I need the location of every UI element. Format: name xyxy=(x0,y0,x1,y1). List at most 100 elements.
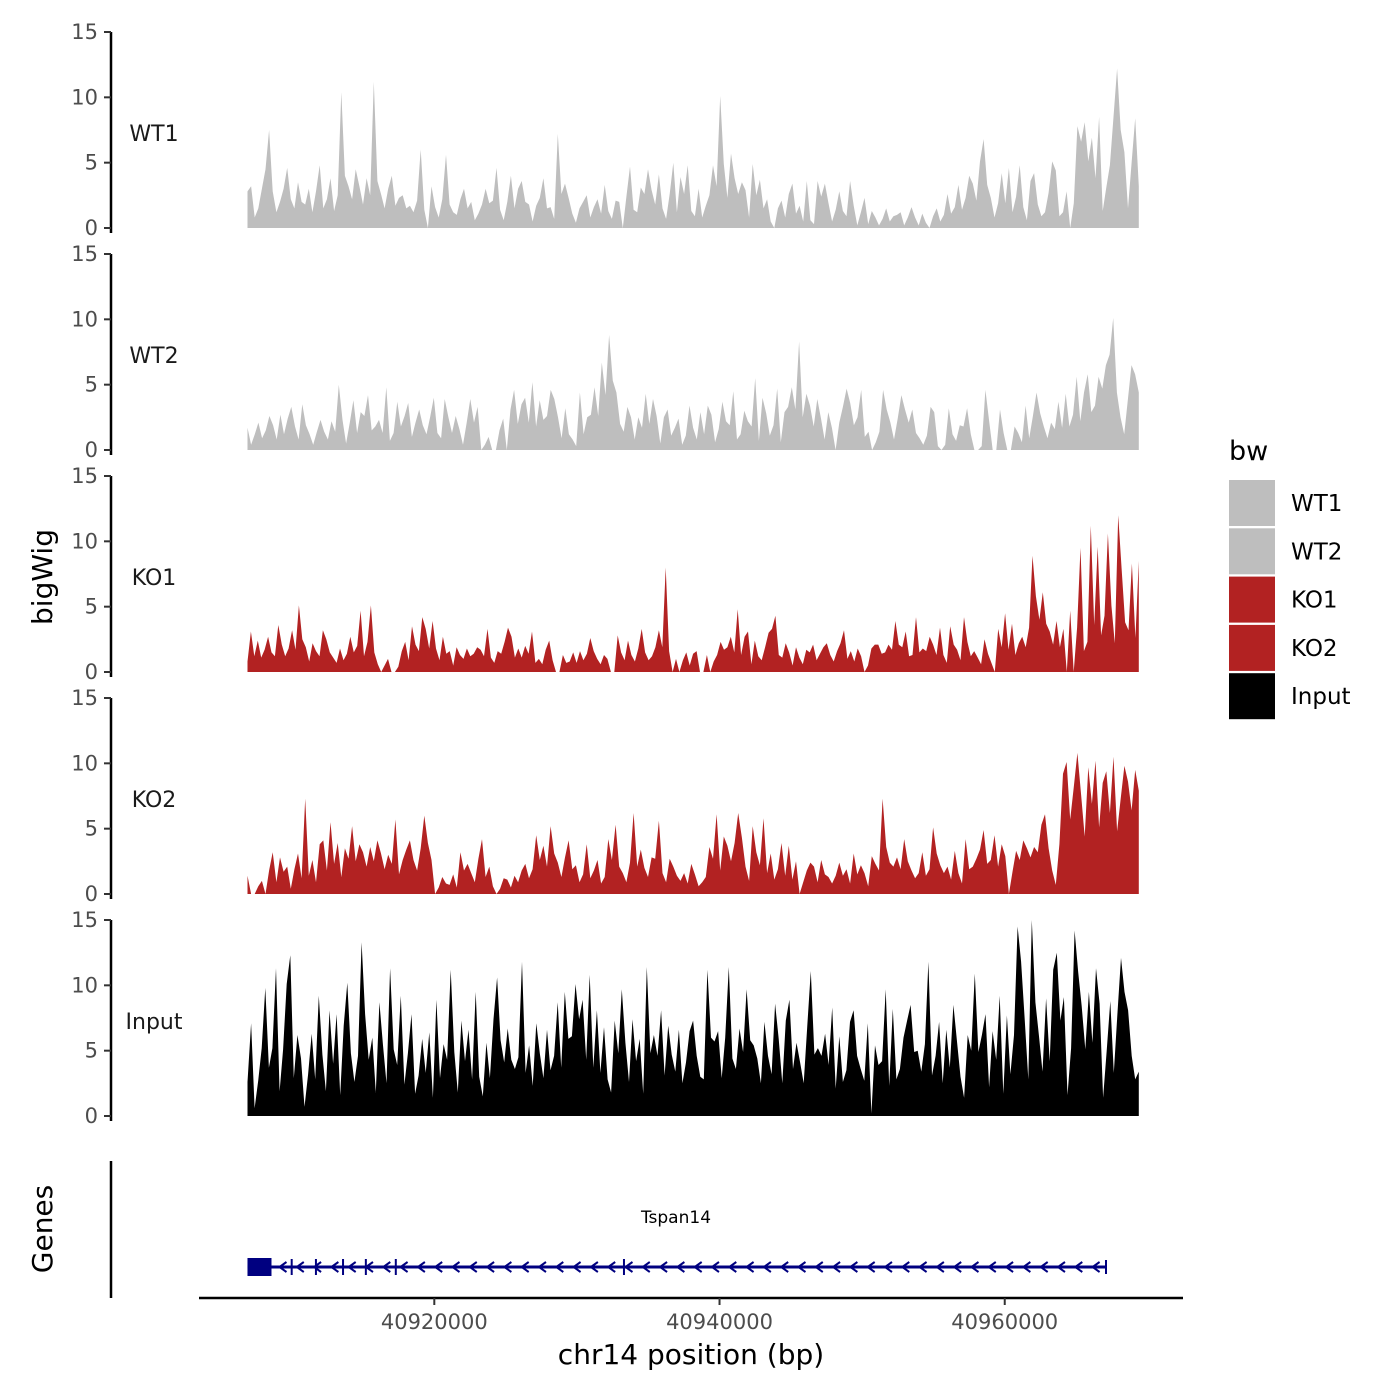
legend-label: KO2 xyxy=(1291,636,1338,662)
y-tick-label: 5 xyxy=(85,151,98,175)
strand-arrow xyxy=(900,1261,910,1273)
legend: bw WT1 WT2 KO1 KO2 Input xyxy=(1229,436,1351,720)
strand-arrow xyxy=(1021,1261,1031,1273)
track-label: Input xyxy=(126,1010,183,1035)
strand-arrow xyxy=(364,1261,374,1273)
y-tick-label: 0 xyxy=(85,882,98,906)
legend-swatch-wt1 xyxy=(1229,480,1275,526)
x-tick-label: 40920000 xyxy=(381,1310,488,1334)
strand-arrow xyxy=(969,1261,980,1273)
gene-exon-block xyxy=(247,1258,272,1276)
strand-arrow xyxy=(554,1261,564,1273)
strand-arrow xyxy=(744,1261,755,1273)
legend-label: Input xyxy=(1291,684,1351,710)
x-axis-ticks: 40920000 40940000 40960000 xyxy=(381,1298,1058,1334)
signal-area-ko2 xyxy=(247,752,1139,894)
strand-arrow xyxy=(865,1261,876,1273)
gene-label: Tspan14 xyxy=(640,1208,711,1228)
strand-arrow xyxy=(952,1261,962,1273)
legend-entries: WT1 WT2 KO1 KO2 Input xyxy=(1229,480,1351,720)
track-label: KO1 xyxy=(132,566,177,591)
legend-title: bw xyxy=(1229,436,1268,467)
strand-arrow xyxy=(779,1261,789,1273)
y-tick-label: 10 xyxy=(71,85,98,109)
y-tick-label: 15 xyxy=(71,242,98,266)
strand-arrow xyxy=(450,1261,461,1273)
x-tick-label: 40940000 xyxy=(666,1310,773,1334)
legend-swatch-input xyxy=(1229,673,1275,720)
y-tick-label: 5 xyxy=(85,373,98,397)
strand-arrow xyxy=(1004,1261,1014,1273)
strand-arrow xyxy=(312,1261,322,1273)
track-wt1: 0 5 10 15 xyxy=(71,20,1139,240)
strand-arrow xyxy=(917,1261,928,1273)
strand-arrow xyxy=(1038,1261,1049,1273)
strand-arrow xyxy=(606,1261,616,1273)
signal-area-wt1 xyxy=(247,68,1139,228)
strand-arrow xyxy=(814,1261,824,1273)
x-axis-title: chr14 position (bp) xyxy=(558,1338,824,1371)
strand-arrow xyxy=(710,1261,720,1273)
strand-arrow xyxy=(277,1261,288,1273)
y-tick-label: 10 xyxy=(71,529,98,553)
strand-arrow xyxy=(1056,1261,1066,1273)
track-label: WT2 xyxy=(129,344,178,369)
track-input: 0 5 10 15 xyxy=(71,908,1139,1128)
strand-arrow xyxy=(796,1261,807,1273)
legend-label: WT1 xyxy=(1291,491,1342,517)
y-tick-label: 0 xyxy=(85,660,98,684)
y-tick-label: 5 xyxy=(85,595,98,619)
x-tick-label: 40960000 xyxy=(951,1310,1058,1334)
gene-model xyxy=(247,1258,1107,1276)
legend-label: KO1 xyxy=(1291,588,1338,614)
strand-arrow xyxy=(762,1261,772,1273)
track-label: KO2 xyxy=(132,788,177,813)
y-tick-label: 15 xyxy=(71,20,98,44)
genes-panel-title: Genes xyxy=(26,1185,59,1273)
strand-arrow xyxy=(519,1261,530,1273)
strand-arrow xyxy=(295,1261,305,1273)
track-ko1: 0 5 10 15 xyxy=(71,464,1139,684)
strand-arrow xyxy=(987,1261,997,1273)
strand-arrow xyxy=(848,1261,858,1273)
y-tick-label: 5 xyxy=(85,817,98,841)
y-tick-label: 15 xyxy=(71,686,98,710)
y-axis-title-group: bigWig xyxy=(26,529,59,625)
strand-arrow xyxy=(381,1261,391,1273)
strand-arrow xyxy=(658,1261,668,1273)
strand-arrow xyxy=(433,1261,443,1273)
strand-arrow xyxy=(329,1261,339,1273)
y-tick-label: 15 xyxy=(71,908,98,932)
y-tick-label: 5 xyxy=(85,1039,98,1063)
track-ko2: 0 5 10 15 xyxy=(71,686,1139,906)
gene-panel: Genes Tspan14 xyxy=(26,1161,1107,1298)
y-tick-label: 10 xyxy=(71,307,98,331)
strand-arrow xyxy=(589,1261,599,1273)
signal-area-input xyxy=(247,920,1139,1116)
strand-arrow xyxy=(883,1261,893,1273)
y-tick-label: 10 xyxy=(71,751,98,775)
strand-arrow xyxy=(831,1261,841,1273)
strand-arrow xyxy=(935,1261,945,1273)
track-wt2: 0 5 10 15 xyxy=(71,242,1139,462)
y-tick-label: 10 xyxy=(71,973,98,997)
track-labels: WT1 WT2 KO1 KO2 Input xyxy=(126,122,183,1035)
strand-arrow xyxy=(485,1261,495,1273)
track-label: WT1 xyxy=(129,122,178,147)
strand-arrow xyxy=(346,1261,357,1273)
legend-swatch-ko2 xyxy=(1229,624,1275,671)
y-tick-label: 0 xyxy=(85,1104,98,1128)
legend-swatch-ko1 xyxy=(1229,576,1275,623)
strand-arrow xyxy=(1073,1261,1083,1273)
strand-arrow xyxy=(537,1261,547,1273)
y-tick-label: 15 xyxy=(71,464,98,488)
signal-area-ko1 xyxy=(247,515,1139,672)
signal-area-wt2 xyxy=(247,318,1139,450)
strand-arrow xyxy=(398,1261,409,1273)
legend-swatch-wt2 xyxy=(1229,528,1275,575)
strand-arrow xyxy=(623,1261,634,1273)
strand-arrow xyxy=(692,1261,703,1273)
y-tick-label: 0 xyxy=(85,438,98,462)
